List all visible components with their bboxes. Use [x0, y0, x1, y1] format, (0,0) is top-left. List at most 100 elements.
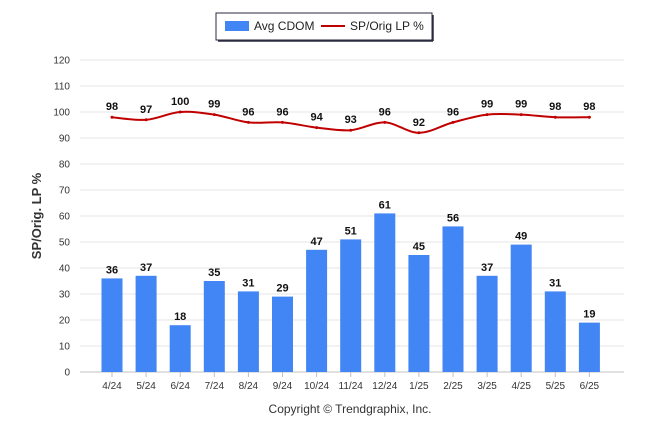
bar-label-10-24: 47: [310, 236, 322, 248]
bar-9-24: [272, 296, 293, 372]
x-tick-label-9-24: 9/24: [273, 381, 293, 392]
line-point-7-24: [212, 113, 216, 117]
bar-label-8-24: 31: [242, 277, 254, 289]
line-point-9-24: [281, 120, 284, 124]
y-tick-label-120: 120: [53, 56, 70, 67]
x-tick-label-2-25: 2/25: [443, 381, 463, 392]
bar-7-24: [203, 281, 225, 372]
bar-6-24: [169, 325, 191, 372]
x-tick-label-12-24: 12/24: [372, 381, 397, 392]
line-label-11-24: 93: [345, 114, 357, 126]
line-label-6-24: 100: [171, 96, 189, 108]
legend-bar-swatch: [225, 21, 249, 31]
y-tick-label-0: 0: [64, 368, 70, 379]
legend-label-sp-orig-lp: SP/Orig LP %: [350, 19, 424, 33]
line-series: [110, 110, 591, 135]
line-label-6-25: 98: [583, 101, 595, 113]
bar-label-3-25: 37: [481, 262, 493, 274]
line-label-1-25: 92: [413, 117, 425, 129]
x-axis: 4/24 5/24 6/24 7/24 8/24 9/24 10/24 11/24 12/24 1…: [102, 372, 600, 392]
bar-label-1-25: 45: [413, 241, 425, 253]
x-tick-label-5-24: 5/24: [136, 381, 156, 392]
bar-8-24: [237, 291, 259, 372]
bar-label-6-25: 19: [583, 309, 595, 321]
x-tick-label-5-25: 5/25: [546, 381, 566, 392]
y-tick-label-110: 110: [54, 82, 70, 93]
y-tick-label-40: 40: [59, 264, 71, 275]
bar-label-12-24: 61: [379, 199, 391, 211]
line-label-10-24: 94: [310, 112, 323, 124]
line-label-5-25: 98: [549, 101, 561, 113]
x-tick-label-8-24: 8/24: [239, 381, 259, 392]
line-point-4-24: [110, 115, 114, 119]
x-tick-label-7-24: 7/24: [205, 381, 225, 392]
bar-10-24: [306, 249, 328, 372]
x-tick-label-11-24: 11/24: [339, 381, 364, 392]
y-axis-title: SP/Orig. LP %: [29, 172, 44, 259]
y-tick-label-100: 100: [53, 108, 70, 119]
line-label-3-25: 99: [481, 99, 493, 111]
x-tick-label-3-25: 3/25: [477, 381, 497, 392]
line-point-5-24: [144, 118, 148, 122]
x-tick-label-4-24: 4/24: [102, 381, 122, 392]
bar-label-7-24: 35: [208, 267, 220, 279]
line-point-3-25: [485, 113, 489, 117]
bar-4-24: [101, 278, 123, 372]
line-point-11-24: [349, 128, 353, 132]
bar-4-25: [510, 244, 532, 372]
bar-label-4-25: 49: [515, 231, 527, 243]
line-point-6-25: [587, 115, 591, 119]
bar-label-6-24: 18: [174, 311, 186, 323]
y-tick-label-30: 30: [59, 290, 71, 301]
bar-6-25: [578, 322, 600, 372]
y-tick-label-60: 60: [59, 212, 71, 223]
line-point-4-25: [519, 113, 523, 117]
legend-label-avg-cdom: Avg CDOM: [254, 19, 314, 33]
bar-data-labels: 36 37 18 35 31 29 47 51 61 45 56 37 49 31 19: [106, 199, 596, 323]
bar-3-25: [476, 275, 498, 372]
y-axis: 0 10 20 30 40 50 60 70 80 90 100 110 120: [53, 56, 70, 379]
line-label-2-25: 96: [447, 106, 459, 118]
x-tick-label-6-24: 6/24: [170, 381, 190, 392]
bar-label-2-25: 56: [447, 212, 459, 224]
line-point-10-24: [315, 126, 319, 130]
line-point-2-25: [451, 120, 455, 124]
x-tick-label-4-25: 4/25: [511, 381, 531, 392]
line-point-1-25: [417, 131, 421, 135]
bar-label-5-24: 37: [140, 262, 152, 274]
line-label-4-24: 98: [106, 101, 118, 113]
y-tick-label-10: 10: [59, 342, 71, 353]
bar-label-9-24: 29: [276, 283, 288, 295]
bar-label-4-24: 36: [106, 264, 118, 276]
copyright-credit: Copyright © Trendgraphix, Inc.: [269, 402, 432, 416]
bar-11-24: [340, 239, 362, 372]
y-tick-label-80: 80: [59, 160, 71, 171]
x-tick-label-10-24: 10/24: [304, 381, 329, 392]
line-data-labels: 98 97 100 99 96 96 94 93 96 92 96 99 99 98 98: [106, 96, 596, 129]
y-tick-label-90: 90: [59, 134, 71, 145]
line-point-6-24: [178, 110, 182, 114]
x-tick-label-6-25: 6/25: [580, 381, 600, 392]
line-label-12-24: 96: [379, 106, 391, 118]
x-tick-label-1-25: 1/25: [409, 381, 429, 392]
line-label-4-25: 99: [515, 99, 527, 111]
legend: Avg CDOM SP/Orig LP %: [215, 12, 434, 42]
line-point-12-24: [383, 120, 387, 124]
line-label-7-24: 99: [208, 99, 220, 111]
line-label-9-24: 96: [276, 106, 288, 118]
bar-series: [101, 213, 600, 372]
line-point-8-24: [246, 120, 250, 124]
bar-1-25: [408, 255, 430, 372]
y-tick-label-70: 70: [59, 186, 71, 197]
bar-12-24: [374, 213, 396, 372]
bar-5-24: [135, 275, 157, 372]
bar-5-25: [544, 291, 566, 372]
bar-label-11-24: 51: [345, 225, 357, 237]
bar-label-5-25: 31: [549, 277, 561, 289]
line-point-5-25: [553, 115, 557, 119]
bar-2-25: [442, 226, 464, 372]
line-label-5-24: 97: [140, 104, 152, 116]
line-label-8-24: 96: [242, 106, 254, 118]
